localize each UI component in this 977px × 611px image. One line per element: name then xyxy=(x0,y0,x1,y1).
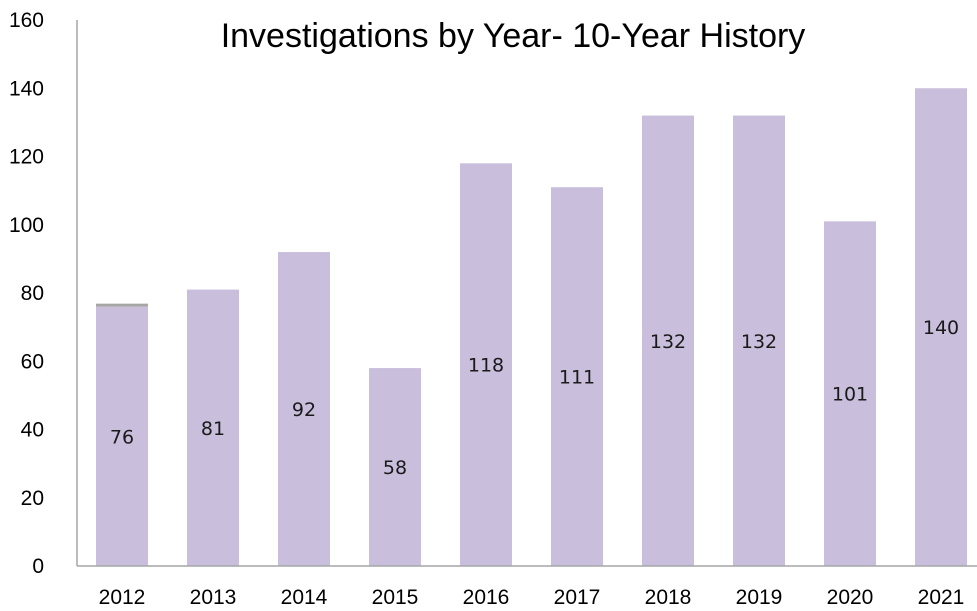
x-tick-label: 2016 xyxy=(463,586,510,609)
x-tick-label: 2017 xyxy=(554,586,601,609)
bar-2019 xyxy=(733,115,785,567)
bar-2017 xyxy=(551,187,603,566)
data-label-2014: 92 xyxy=(292,399,316,421)
data-label-2019: 132 xyxy=(741,331,777,353)
y-tick-label: 80 xyxy=(21,282,44,305)
bar-2014 xyxy=(278,252,330,567)
data-labels: 76 81 92 58 118 111 132 132 101 140 xyxy=(110,317,959,479)
y-tick-label: 140 xyxy=(9,77,44,100)
data-label-2021: 140 xyxy=(923,317,959,339)
bar-2015 xyxy=(369,368,421,566)
bar-2013 xyxy=(187,289,239,566)
y-axis: 0 20 40 60 80 100 120 140 160 xyxy=(9,9,78,578)
x-tick-label: 2013 xyxy=(190,586,237,609)
data-label-2015: 58 xyxy=(383,457,407,479)
data-label-2016: 118 xyxy=(468,355,504,377)
y-tick-label: 0 xyxy=(32,555,44,578)
y-tick-label: 120 xyxy=(9,146,44,169)
y-tick-label: 20 xyxy=(21,487,44,510)
data-label-2017: 111 xyxy=(559,367,595,389)
bar-2021 xyxy=(915,88,967,566)
bar-cap xyxy=(96,303,148,307)
data-label-2012: 76 xyxy=(110,426,134,448)
x-tick-label: 2020 xyxy=(827,586,874,609)
x-tick-label: 2014 xyxy=(281,586,328,609)
y-tick-label: 60 xyxy=(21,350,44,373)
y-tick-label: 40 xyxy=(21,419,44,442)
y-tick-label: 160 xyxy=(9,9,44,32)
x-tick-label: 2015 xyxy=(372,586,419,609)
x-tick-label: 2021 xyxy=(918,586,965,609)
data-label-2020: 101 xyxy=(832,384,868,406)
x-tick-label: 2019 xyxy=(736,586,783,609)
data-label-2013: 81 xyxy=(201,418,225,440)
x-axis: 2012 2013 2014 2015 2016 2017 2018 2019 2020 2021 xyxy=(77,565,977,609)
x-tick-label: 2018 xyxy=(645,586,692,609)
bars xyxy=(96,88,967,567)
bar-2018 xyxy=(642,115,694,567)
y-tick-label: 100 xyxy=(9,214,44,237)
bar-2020 xyxy=(824,221,876,566)
x-tick-label: 2012 xyxy=(99,586,146,609)
bar-2012 xyxy=(96,306,148,566)
bar-2016 xyxy=(460,163,512,566)
data-label-2018: 132 xyxy=(650,331,686,353)
chart-title: Investigations by Year- 10-Year History xyxy=(221,17,806,55)
